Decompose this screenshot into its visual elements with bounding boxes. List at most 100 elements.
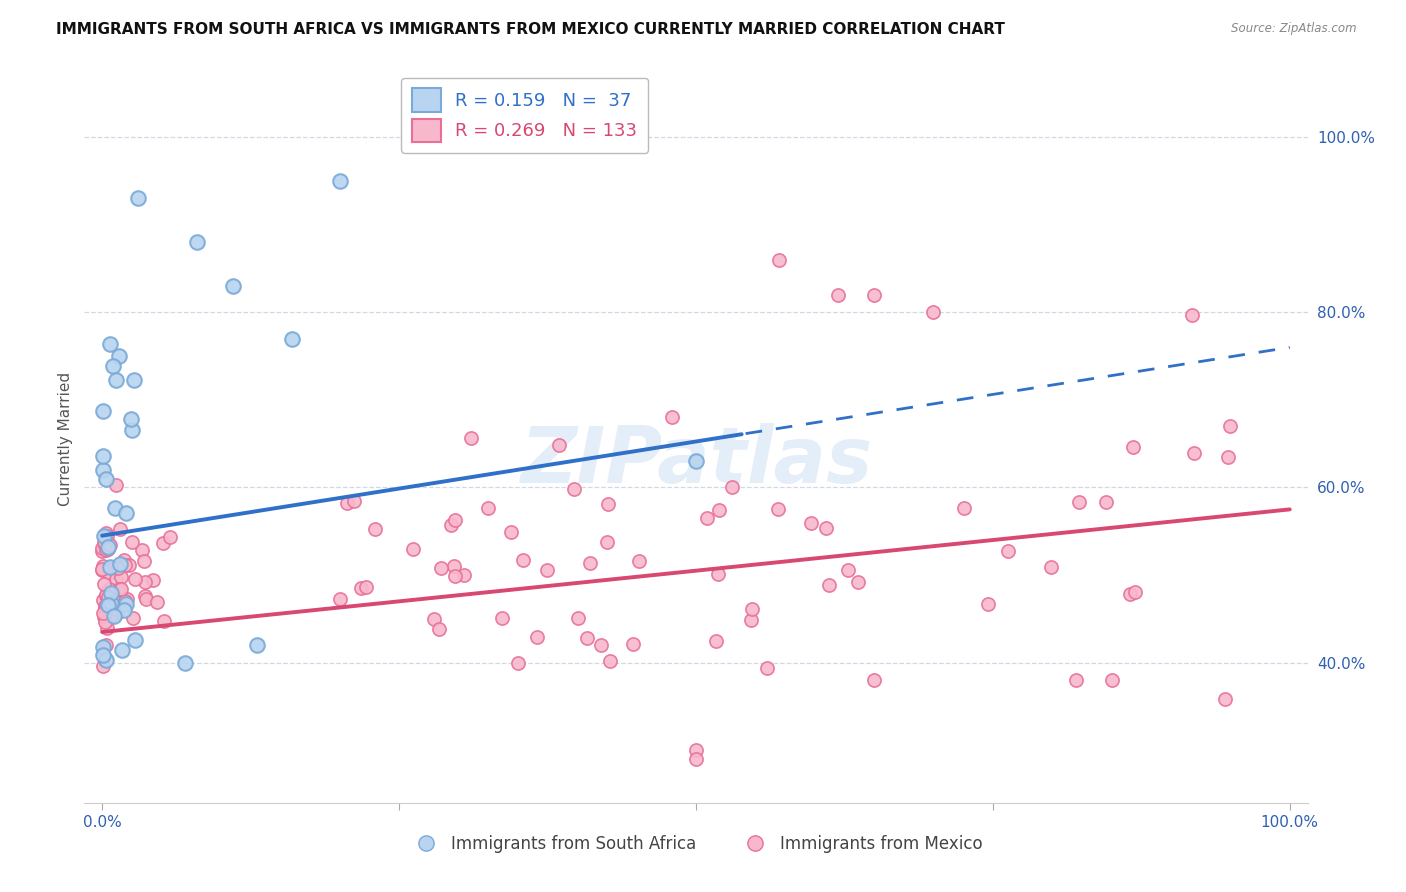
Point <box>707 566 730 581</box>
Point <box>740 613 762 627</box>
Point <box>91 606 114 620</box>
Point <box>1181 308 1204 322</box>
Point <box>846 574 869 589</box>
Point <box>93 615 115 629</box>
Point <box>103 608 125 623</box>
Point <box>115 592 138 607</box>
Point <box>768 252 790 267</box>
Point <box>1094 494 1116 508</box>
Point <box>110 569 132 583</box>
Point <box>977 597 1000 611</box>
Point <box>107 582 129 596</box>
Point <box>575 631 598 645</box>
Point <box>837 563 859 577</box>
Point <box>118 558 141 573</box>
Point <box>953 500 976 515</box>
Point <box>477 500 499 515</box>
Point <box>91 403 114 417</box>
Point <box>562 482 585 496</box>
Point <box>922 305 945 319</box>
Point <box>146 595 169 609</box>
Point <box>1184 446 1206 460</box>
Point <box>685 454 707 468</box>
Point <box>444 569 467 583</box>
Point <box>115 506 138 520</box>
Point <box>108 523 131 537</box>
Point <box>281 332 304 346</box>
Point <box>112 552 135 566</box>
Point <box>97 542 120 557</box>
Point <box>111 643 134 657</box>
Point <box>815 521 838 535</box>
Point <box>105 572 128 586</box>
Point <box>91 541 114 556</box>
Point <box>114 603 136 617</box>
Point <box>98 566 121 581</box>
Point <box>444 513 467 527</box>
Point <box>766 502 789 516</box>
Point <box>93 659 115 673</box>
Point <box>1064 673 1087 688</box>
Point <box>122 373 145 387</box>
Point <box>91 449 114 463</box>
Point <box>96 526 118 541</box>
Point <box>91 640 114 654</box>
Point <box>402 541 425 556</box>
Point <box>1213 692 1236 706</box>
Point <box>741 602 763 616</box>
Point <box>354 580 377 594</box>
Point <box>343 493 366 508</box>
Point <box>685 752 707 766</box>
Point <box>98 559 121 574</box>
Point <box>105 606 128 620</box>
Point <box>756 660 779 674</box>
Point <box>127 191 149 205</box>
Point <box>94 472 117 486</box>
Point <box>94 602 117 616</box>
Text: ZIPatlas: ZIPatlas <box>520 423 872 500</box>
Point <box>800 516 823 530</box>
Text: Source: ZipAtlas.com: Source: ZipAtlas.com <box>1232 22 1357 36</box>
Point <box>595 535 617 549</box>
Point <box>720 481 742 495</box>
Point <box>110 557 132 571</box>
Point <box>350 581 373 595</box>
Point <box>100 586 122 600</box>
Point <box>526 630 548 644</box>
Y-axis label: Currently Married: Currently Married <box>58 372 73 507</box>
Point <box>430 560 453 574</box>
Point <box>599 654 621 668</box>
Point <box>159 530 181 544</box>
Point <box>98 337 121 351</box>
Point <box>174 656 197 670</box>
Point <box>329 174 352 188</box>
Point <box>105 373 128 387</box>
Point <box>1101 673 1123 688</box>
Point <box>329 592 352 607</box>
Point <box>98 609 121 624</box>
Point <box>661 410 683 425</box>
Point <box>96 588 118 602</box>
Point <box>863 287 886 301</box>
Point <box>104 602 127 616</box>
Point <box>97 598 120 612</box>
Point <box>91 648 114 662</box>
Point <box>96 543 118 558</box>
Point <box>91 558 114 573</box>
Point <box>114 594 136 608</box>
Text: IMMIGRANTS FROM SOUTH AFRICA VS IMMIGRANTS FROM MEXICO CURRENTLY MARRIED CORRELA: IMMIGRANTS FROM SOUTH AFRICA VS IMMIGRAN… <box>56 22 1005 37</box>
Point <box>1119 587 1142 601</box>
Point <box>222 279 245 293</box>
Point <box>453 568 475 582</box>
Point <box>121 423 143 437</box>
Point <box>121 535 143 549</box>
Point <box>93 610 115 624</box>
Point <box>1069 495 1091 509</box>
Point <box>93 529 115 543</box>
Point <box>98 582 121 596</box>
Point <box>427 622 450 636</box>
Point <box>827 287 849 301</box>
Point <box>96 621 118 635</box>
Point <box>108 349 131 363</box>
Point <box>336 496 359 510</box>
